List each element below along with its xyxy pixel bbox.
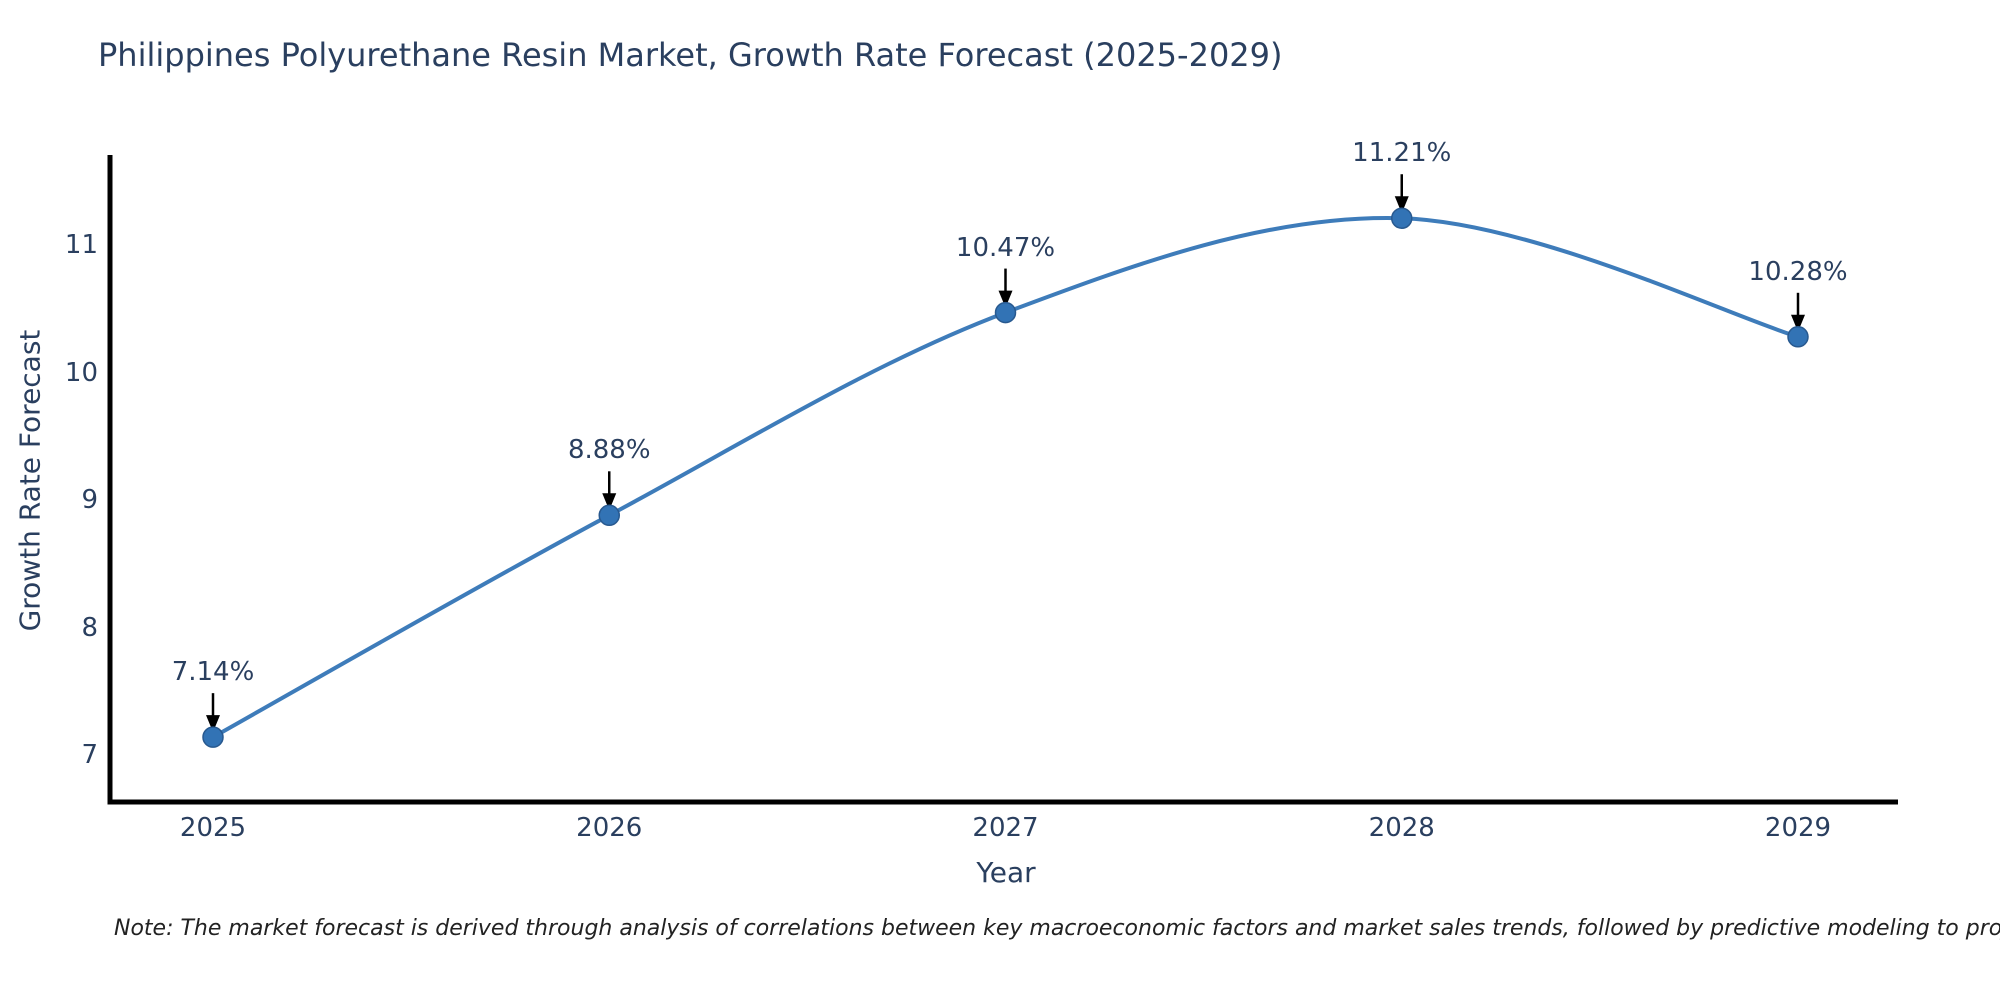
annotation-arrow-head (206, 715, 220, 733)
x-tick-label: 2026 (576, 813, 643, 843)
data-point-2029 (1787, 326, 1809, 348)
point-annotation: 7.14% (171, 657, 255, 688)
annotation-arrow-head (998, 290, 1013, 308)
x-tick-label: 2027 (972, 813, 1039, 843)
x-axis-title: Year (976, 856, 1036, 889)
y-tick-label: 8 (81, 612, 98, 643)
point-annotation: 10.47% (955, 232, 1056, 263)
data-point-2027 (994, 301, 1017, 324)
x-tick-label: 2029 (1764, 813, 1832, 843)
y-tick-label: 7 (81, 740, 98, 770)
annotation-arrow-head (1394, 196, 1409, 214)
data-point-2028 (1391, 207, 1413, 229)
annotation-arrow-head (1791, 314, 1805, 332)
point-annotation: 10.28% (1748, 256, 1848, 287)
data-point-2025 (202, 726, 224, 748)
annotation-arrow-head (602, 493, 617, 511)
x-tick-label: 2025 (179, 813, 247, 843)
y-tick-label: 11 (64, 230, 98, 260)
y-tick-label: 9 (81, 485, 98, 515)
chart-title: Philippines Polyurethane Resin Market, G… (98, 36, 1283, 74)
data-point-2026 (598, 504, 620, 527)
y-tick-label: 10 (64, 357, 98, 388)
x-tick-label: 2028 (1368, 813, 1435, 843)
footnote: Note: The market forecast is derived thr… (114, 916, 2000, 941)
point-annotation: 8.88% (567, 435, 651, 466)
point-annotation: 11.21% (1352, 138, 1452, 169)
